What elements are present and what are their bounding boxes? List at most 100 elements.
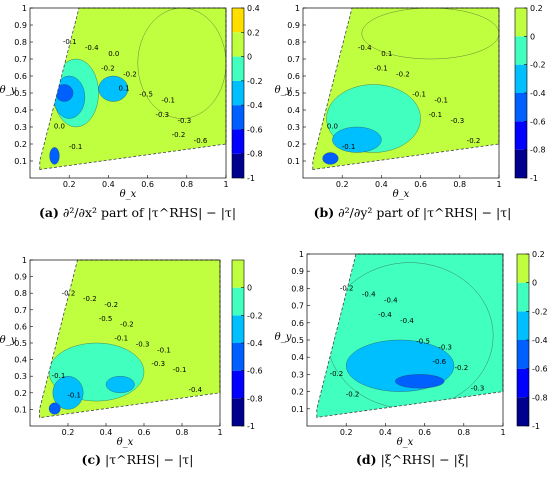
y-tick-label: 0.8 (291, 284, 304, 293)
colorbar-segment (232, 260, 244, 288)
contour-label: -0.1 (342, 143, 356, 151)
contour-label: -0.2 (62, 289, 76, 297)
contour-region-4 (55, 84, 74, 102)
contour-label: -0.1 (52, 372, 66, 380)
contour-plot-a: 0.2 0.4 0.6 0.8 1 0.1 0.2 0.3 0.4 0.5 0.6 0.7 0.8 0.9… (0, 4, 263, 200)
colorbar-tick-label: -0.8 (532, 393, 548, 402)
colorbar-tick-label: -0.2 (247, 311, 263, 320)
x-tick-label: 0.8 (180, 180, 193, 189)
domain-border (312, 7, 500, 170)
x-tick-label: 0.8 (453, 180, 466, 189)
y-axis-label: θ_y (0, 85, 17, 96)
contour-label: -0.3 (451, 117, 465, 125)
y-tick-label: 0.2 (287, 140, 300, 149)
colorbar-segment (517, 254, 529, 283)
colorbar-tick-label: -0.4 (532, 336, 548, 345)
contour-region-3 (394, 374, 445, 389)
contour-label: -0.2 (101, 64, 115, 72)
colorbar-tick-label: 0.4 (247, 4, 260, 13)
x-tick-label: 0.2 (63, 180, 76, 189)
contour-label: -0.6 (432, 358, 446, 366)
colorbar-tick-label: -0.2 (532, 307, 548, 316)
contour-label: -0.1 (157, 346, 171, 354)
colorbar-tick-label: 0 (247, 284, 252, 293)
y-axis-label: θ_y (275, 85, 292, 96)
contour-region-1 (137, 8, 226, 119)
contour-label: -0.2 (104, 301, 118, 309)
colorbar-tick-label: -1 (530, 174, 538, 183)
caption-d: (d) |ξ^RHS| − |ξ| (275, 452, 550, 467)
y-tick-label: 0.9 (291, 267, 304, 276)
contour-label: -0.3 (178, 117, 192, 125)
x-tick-label: 0.8 (176, 428, 189, 437)
contour-region-3 (48, 402, 61, 415)
contour-label: -0.2 (346, 391, 360, 399)
colorbar-segment (515, 121, 527, 150)
contour-label: 0.0 (108, 50, 119, 58)
contour-label: -0.1 (428, 111, 442, 119)
y-tick-label: 0.6 (291, 319, 304, 328)
colorbar-tick-label: -1 (532, 422, 540, 431)
colorbar-tick-label: 0 (530, 32, 535, 41)
y-tick-label: 0.7 (14, 306, 27, 315)
x-axis-label: θ_x (397, 437, 414, 448)
x-tick-label: 0.4 (100, 428, 113, 437)
caption-c-label: (c) (81, 452, 101, 467)
colorbar-tick-label: 0.2 (532, 250, 545, 259)
contour-label: -0.4 (384, 297, 398, 305)
colorbar-segment (232, 8, 244, 33)
colorbar-tick-label: -0.8 (530, 146, 546, 155)
contour-label: -0.1 (67, 392, 81, 400)
y-tick-label: 0.5 (291, 336, 304, 345)
contour-label: -0.1 (161, 97, 175, 105)
contour-label: -0.3 (151, 360, 165, 368)
colorbar-segment (232, 398, 244, 426)
colorbar-segment (515, 64, 527, 93)
colorbar-tick-label: 0 (532, 279, 537, 288)
y-tick-label: 1 (299, 250, 304, 259)
contour-label: -0.1 (434, 97, 448, 105)
contour-label: -0.4 (188, 386, 202, 394)
contour-label: -0.4 (378, 311, 392, 319)
colorbar-tick-label: -0.4 (247, 339, 263, 348)
y-tick-label: 0.2 (291, 388, 304, 397)
colorbar-tick-label: -0.6 (247, 367, 263, 376)
y-tick-label: 0.4 (14, 106, 27, 115)
contour-label: -0.6 (194, 137, 208, 145)
contour-label: 0.1 (381, 50, 392, 58)
panel-c: 0.2 0.4 0.6 0.8 1 0.1 0.2 0.3 0.4 0.5 0.6 0.7 0.8 0.9… (0, 242, 275, 484)
y-tick-label: 0.9 (287, 21, 300, 30)
contour-label: 0.0 (327, 123, 338, 131)
contour-plot-d: 0.2 0.4 0.6 0.8 1 0.1 0.2 0.3 0.4 0.5 0.6 0.7 0.8 0.9… (275, 250, 548, 448)
y-tick-label: 0.3 (291, 370, 304, 379)
colorbar-segment (232, 343, 244, 371)
colorbar-tick-label: -0.8 (247, 150, 263, 159)
x-tick-label: 0.8 (457, 428, 470, 437)
colorbar-segment (232, 315, 244, 343)
caption-d-label: (d) (356, 452, 377, 467)
x-tick-label: 1 (217, 428, 222, 437)
x-tick-label: 0.4 (379, 428, 392, 437)
contour-field (312, 8, 499, 170)
x-tick-label: 0.6 (414, 180, 427, 189)
y-tick-label: 0.1 (291, 405, 304, 414)
domain-border (39, 7, 227, 170)
colorbar-segment (232, 80, 244, 106)
contour-label: -0.5 (416, 338, 430, 346)
colorbar-segment (517, 340, 529, 369)
y-tick-label: 1 (22, 4, 27, 13)
caption-c: (c) |τ^RHS| − |τ| (0, 452, 275, 467)
panel-a: 0.2 0.4 0.6 0.8 1 0.1 0.2 0.3 0.4 0.5 0.6 0.7 0.8 0.9… (0, 0, 275, 242)
colorbar-segment (232, 129, 244, 154)
y-tick-label: 0.4 (291, 353, 304, 362)
contour-label: -0.2 (455, 364, 469, 372)
contour-plot-c: 0.2 0.4 0.6 0.8 1 0.1 0.2 0.3 0.4 0.5 0.6 0.7 0.8 0.9… (0, 256, 263, 448)
contour-label: -0.1 (114, 335, 128, 343)
colorbar-segment (515, 149, 527, 178)
colorbar-tick-label: -0.4 (530, 89, 546, 98)
y-tick-label: 0.2 (14, 140, 27, 149)
contour-label: -0.4 (400, 317, 414, 325)
caption-b-label: (b) (313, 205, 335, 220)
contour-region-4 (105, 375, 135, 394)
colorbar-tick-label: -0.6 (530, 117, 546, 126)
